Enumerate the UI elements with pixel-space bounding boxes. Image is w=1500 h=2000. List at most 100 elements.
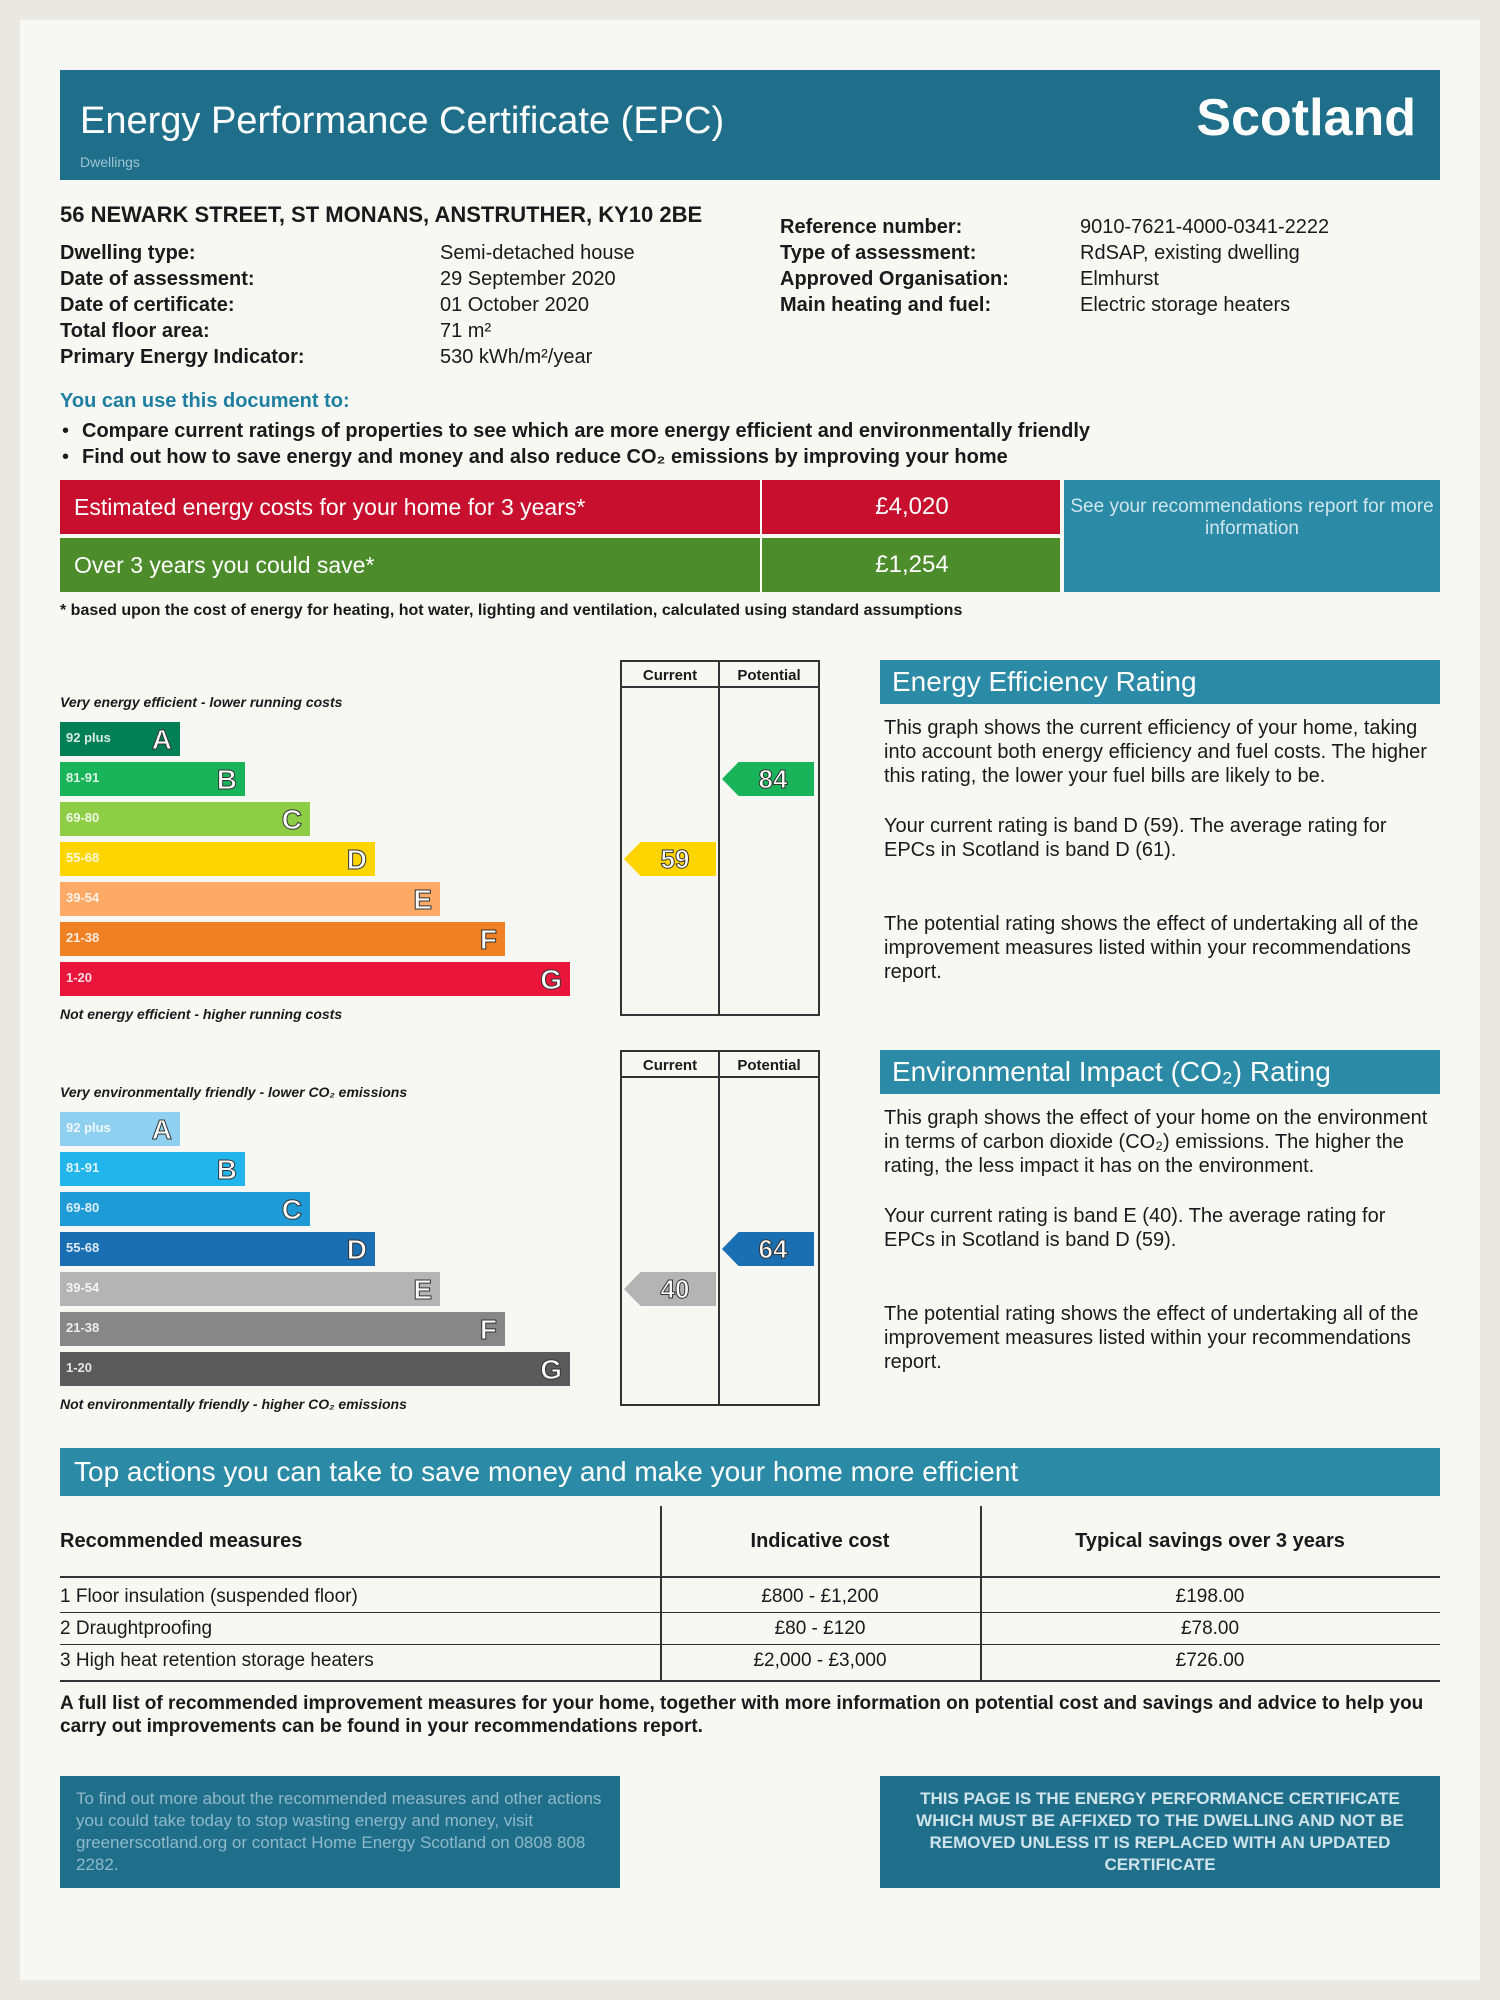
column-header: Current xyxy=(620,1050,720,1078)
band-range: 81-91 xyxy=(66,770,100,785)
footer-left: To find out more about the recommended m… xyxy=(60,1776,620,1888)
band-range: 39-54 xyxy=(66,890,100,905)
detail-value: Elmhurst xyxy=(1080,268,1159,290)
table-cell: £726.00 xyxy=(1175,1650,1245,1671)
table-header: Typical savings over 3 years xyxy=(1075,1530,1345,1552)
column-header: Potential xyxy=(718,1050,820,1078)
detail-value: Semi-detached house xyxy=(440,242,635,264)
rating-chart: Very energy efficient - lower running co… xyxy=(60,660,820,1040)
table-rule xyxy=(60,1576,1440,1578)
cost-value: £1,254 xyxy=(760,538,1062,592)
table-cell: £80 - £120 xyxy=(774,1618,866,1639)
table-header: Recommended measures xyxy=(60,1530,303,1552)
band-letter: A xyxy=(151,724,172,756)
band-range: 21-38 xyxy=(66,1320,100,1335)
band-letter: E xyxy=(413,1274,433,1306)
band-letter: G xyxy=(540,964,563,996)
band: 81-91 B xyxy=(60,1152,245,1186)
actions-table: Recommended measures Indicative cost Typic… xyxy=(60,1506,1440,1682)
bullet: • xyxy=(62,420,70,442)
section-text: Your current rating is band E (40). The … xyxy=(884,1205,1386,1251)
detail-value: RdSAP, existing dwelling xyxy=(1080,242,1300,264)
section-text: Your current rating is band D (59). The … xyxy=(884,815,1387,861)
band: 92 plus A xyxy=(60,1112,180,1146)
cost-note: See your recommendations report for more… xyxy=(1064,480,1440,592)
section-text: The potential rating shows the effect of… xyxy=(884,1303,1419,1373)
rating-arrow: 40 xyxy=(624,1272,716,1306)
band: 21-38 F xyxy=(60,922,505,956)
actions-heading: Top actions you can take to save money a… xyxy=(60,1448,1440,1496)
address: 56 NEWARK STREET, ST MONANS, ANSTRUTHER,… xyxy=(60,202,703,227)
band-letter: F xyxy=(479,1314,497,1346)
chart-top-label: Very environmentally friendly - lower CO… xyxy=(60,1084,408,1100)
chart-top-label: Very energy efficient - lower running co… xyxy=(60,694,343,710)
cost-row: Over 3 years you could save* £1,254 xyxy=(60,538,1060,592)
column-frame xyxy=(718,686,820,1016)
band: 69-80 C xyxy=(60,1192,310,1226)
detail-value: Electric storage heaters xyxy=(1080,294,1291,316)
column-frame xyxy=(620,1076,720,1406)
band: 39-54 E xyxy=(60,1272,440,1306)
band: 81-91 B xyxy=(60,762,245,796)
cost-label: Estimated energy costs for your home for… xyxy=(74,494,586,520)
band-letter: B xyxy=(216,1154,237,1186)
cost-value: £4,020 xyxy=(760,480,1062,534)
band-range: 1-20 xyxy=(66,1360,93,1375)
detail-value: 9010-7621-4000-0341-2222 xyxy=(1080,216,1330,238)
table-cell: £198.00 xyxy=(1175,1586,1245,1607)
footer-right: THIS PAGE IS THE ENERGY PERFORMANCE CERT… xyxy=(880,1776,1440,1888)
table-divider xyxy=(660,1506,662,1680)
table-cell: £800 - £1,200 xyxy=(761,1586,879,1607)
band-range: 92 plus xyxy=(66,730,111,745)
bullet: • xyxy=(62,446,70,468)
cost-row: Estimated energy costs for your home for… xyxy=(60,480,1060,534)
table-rule xyxy=(60,1612,1440,1613)
region: Scotland xyxy=(1196,89,1416,147)
column-header: Current xyxy=(620,660,720,688)
use-item: Find out how to save energy and money an… xyxy=(82,446,1008,468)
subtitle: Dwellings xyxy=(80,154,140,170)
chart-bottom-label: Not environmentally friendly - higher CO… xyxy=(60,1396,407,1412)
section-heading: Environmental Impact (CO₂) Rating xyxy=(880,1050,1440,1094)
actions-note: A full list of recommended improvement m… xyxy=(60,1693,1424,1737)
detail-label: Total floor area: xyxy=(60,320,210,342)
band-range: 92 plus xyxy=(66,1120,111,1135)
band-range: 39-54 xyxy=(66,1280,100,1295)
title: Energy Performance Certificate (EPC) xyxy=(80,100,725,142)
header-band: Energy Performance Certificate (EPC) Scot… xyxy=(60,70,1440,180)
band: 69-80 C xyxy=(60,802,310,836)
band: 1-20 G xyxy=(60,962,570,996)
rating-arrow: 59 xyxy=(624,842,716,876)
section-text: This graph shows the effect of your home… xyxy=(884,1107,1428,1177)
band-letter: D xyxy=(346,844,367,876)
rating-arrow: 84 xyxy=(722,762,814,796)
detail-label: Dwelling type: xyxy=(60,242,196,264)
table-cell: £2,000 - £3,000 xyxy=(753,1650,887,1671)
band: 39-54 E xyxy=(60,882,440,916)
band: 92 plus A xyxy=(60,722,180,756)
rating-arrow: 64 xyxy=(722,1232,814,1266)
detail-label: Primary Energy Indicator: xyxy=(60,346,305,368)
detail-label: Main heating and fuel: xyxy=(780,294,992,316)
band-letter: C xyxy=(281,1194,302,1226)
table-cell: 3 High heat retention storage heaters xyxy=(60,1650,374,1671)
detail-value: 530 kWh/m²/year xyxy=(440,346,593,368)
band-range: 55-68 xyxy=(66,850,100,865)
band-range: 1-20 xyxy=(66,970,93,985)
band: 1-20 G xyxy=(60,1352,570,1386)
band-range: 81-91 xyxy=(66,1160,100,1175)
column-frame xyxy=(718,1076,820,1406)
use-item: Compare current ratings of properties to… xyxy=(82,420,1091,442)
table-cell: £78.00 xyxy=(1180,1618,1240,1639)
band-letter: F xyxy=(479,924,497,956)
column-header: Potential xyxy=(718,660,820,688)
band: 55-68 D xyxy=(60,1232,375,1266)
cost-label: Over 3 years you could save* xyxy=(74,552,375,578)
detail-value: 71 m² xyxy=(440,320,492,342)
band-letter: B xyxy=(216,764,237,796)
uses-heading: You can use this document to: xyxy=(60,390,350,412)
section-text: This graph shows the current efficiency … xyxy=(884,717,1427,787)
footnote: * based upon the cost of energy for heat… xyxy=(60,602,963,619)
band-letter: A xyxy=(151,1114,172,1146)
table-divider xyxy=(980,1506,982,1680)
